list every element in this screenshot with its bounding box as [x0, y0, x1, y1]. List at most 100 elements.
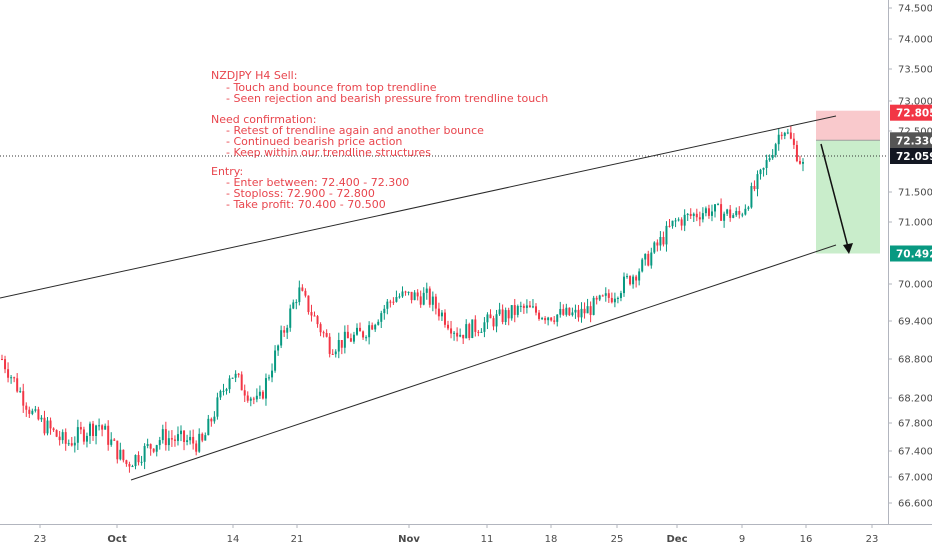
candle-body [365, 337, 368, 339]
candle-body [680, 219, 683, 226]
candle-body [346, 331, 349, 339]
upper-trendline[interactable] [0, 115, 837, 299]
candle-body [207, 418, 210, 436]
time-axis[interactable]: 23 Oct 14 21 Nov 11 18 25 Dec 9 16 23 [34, 524, 879, 545]
candle-body [374, 324, 377, 330]
candle-body [307, 295, 310, 313]
candle-body [277, 345, 280, 351]
trade-annotation[interactable]: NZDJPY H4 Sell: - Touch and bounce from … [211, 69, 548, 211]
candle-body [40, 417, 43, 420]
candle-body [140, 461, 143, 463]
candle-body [37, 409, 40, 420]
candle-body [629, 276, 632, 285]
candle-body [25, 405, 28, 410]
candle-body [698, 217, 701, 220]
time-tick-label: 11 [481, 534, 494, 545]
candle-body [692, 213, 695, 216]
take-profit-zone[interactable] [816, 140, 880, 254]
lower-trendline[interactable] [130, 244, 837, 481]
time-tick-label: 14 [227, 534, 240, 545]
candle-body [70, 443, 73, 446]
candle-body [34, 409, 37, 411]
time-tick-label: Dec [666, 534, 687, 545]
candle-body [310, 312, 313, 316]
candle-body [729, 209, 732, 218]
annotation-line-5: Need confirmation: [211, 113, 316, 126]
candle-body [240, 374, 243, 391]
candle-body [695, 213, 698, 218]
candle-body [641, 259, 644, 272]
candle-body [610, 297, 613, 303]
candle-body [292, 302, 295, 309]
candle-body [574, 309, 577, 313]
candle-body [632, 276, 635, 285]
price-tag-box [890, 132, 932, 149]
candlestick-series [1, 125, 804, 473]
candle-body [607, 293, 610, 298]
candle-body [483, 322, 486, 332]
candle-body [10, 377, 13, 379]
candle-body [531, 306, 534, 308]
candle-body [753, 186, 756, 190]
candle-body [192, 436, 195, 444]
candle-body [720, 204, 723, 221]
candle-body [334, 351, 337, 355]
candle-body [616, 298, 619, 300]
candle-body [792, 138, 795, 145]
candle-body [662, 236, 665, 245]
candle-body [416, 292, 419, 297]
candle-body [337, 339, 340, 352]
candle-body [231, 377, 234, 379]
candle-body [213, 416, 216, 422]
price-tick-label: 73.500 [898, 65, 932, 76]
candle-body [683, 214, 686, 226]
candle-body [122, 449, 125, 461]
price-tick-label: 69.400 [898, 317, 932, 328]
candle-body [492, 318, 495, 327]
candle-body [392, 301, 395, 303]
candle-body [747, 207, 750, 209]
candle-body [519, 305, 522, 307]
candle-body [67, 443, 70, 445]
candle-body [328, 336, 331, 354]
projection-arrow-line[interactable] [820, 143, 850, 252]
time-tick-label: Oct [107, 534, 126, 545]
candle-body [395, 297, 398, 302]
candle-body [43, 417, 46, 434]
candle-body [228, 378, 231, 390]
annotation-line-11: - Enter between: 72.400 - 72.300 [226, 176, 409, 189]
candle-body [547, 317, 550, 321]
price-tag-box [890, 104, 932, 121]
candle-body [222, 390, 225, 392]
candle-body [762, 167, 765, 170]
price-axis[interactable]: 74.500 74.000 73.500 73.000 72.500 71.500 71.0… [888, 4, 932, 510]
candle-body [104, 425, 107, 430]
price-tick-label: 70.000 [898, 280, 932, 291]
candle-body [440, 312, 443, 317]
candle-body [777, 134, 780, 145]
candle-body [88, 423, 91, 436]
candle-body [98, 425, 101, 427]
candle-body [204, 435, 207, 441]
candle-body [477, 331, 480, 333]
candle-body [143, 445, 146, 462]
candle-body [707, 208, 710, 216]
candle-body [252, 398, 255, 400]
candle-body [644, 253, 647, 260]
price-tick-label: 67.400 [898, 447, 932, 458]
candle-body [495, 314, 498, 327]
candle-body [553, 320, 556, 322]
candle-body [589, 306, 592, 315]
price-tick-label: 71.500 [898, 188, 932, 199]
candle-body [371, 325, 374, 330]
candle-body [522, 305, 525, 308]
stoploss-zone[interactable] [816, 110, 880, 141]
candle-body [789, 132, 792, 139]
candle-body [686, 213, 689, 215]
candle-body [170, 438, 173, 440]
candle-body [383, 308, 386, 314]
candle-body [437, 308, 440, 317]
candle-body [137, 455, 140, 463]
candle-body [101, 425, 104, 430]
